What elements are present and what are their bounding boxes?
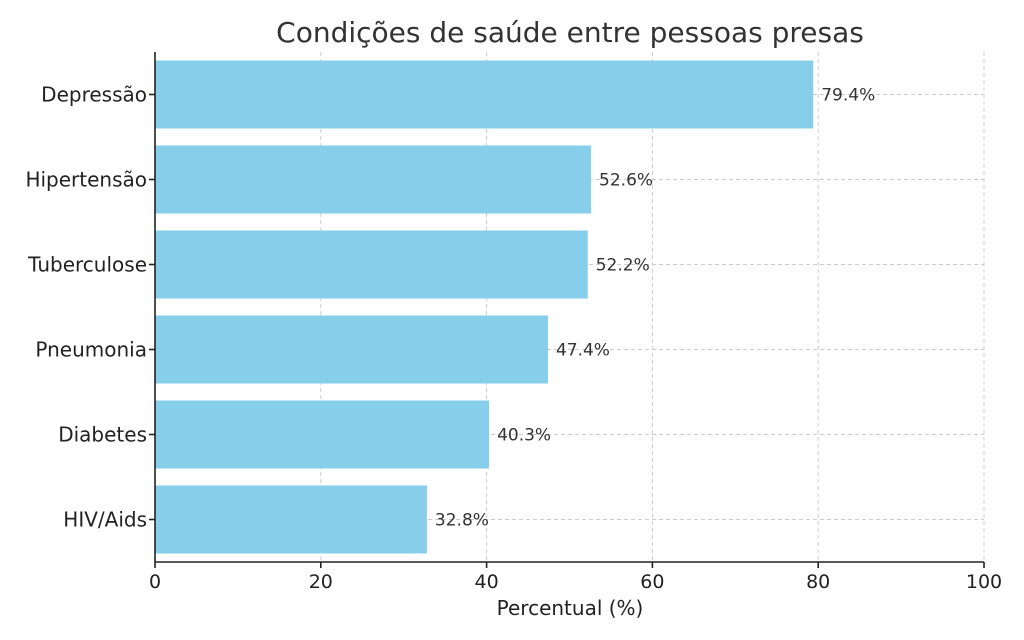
bar xyxy=(155,485,427,554)
x-tick-label: 40 xyxy=(475,571,499,593)
x-tick-label: 20 xyxy=(309,571,333,593)
x-tick-label: 80 xyxy=(806,571,830,593)
bar-value-label: 32.8% xyxy=(435,511,489,531)
category-label: Depressão xyxy=(41,83,147,107)
bar xyxy=(155,230,588,299)
category-label: Diabetes xyxy=(58,423,147,447)
bars: 79.4% 52.6% 52.2% 47.4% 40.3% 32.8% xyxy=(155,60,875,554)
bar xyxy=(155,315,548,384)
x-axis-label: Percentual (%) xyxy=(497,596,644,620)
bar xyxy=(155,400,490,469)
x-tick-label: 0 xyxy=(149,571,161,593)
bar-value-label: 52.6% xyxy=(599,171,653,191)
category-label: Tuberculose xyxy=(27,253,147,277)
bar xyxy=(155,60,814,129)
axes: 0 20 40 60 80 100 Depressão Hipertensão Tubercul… xyxy=(25,52,1002,593)
bar-value-label: 47.4% xyxy=(556,341,610,361)
bar-value-label: 40.3% xyxy=(497,426,551,446)
x-tick-label: 100 xyxy=(966,571,1002,593)
x-tick-label: 60 xyxy=(640,571,664,593)
bar xyxy=(155,145,592,214)
category-label: Hipertensão xyxy=(25,168,147,192)
bar-value-label: 52.2% xyxy=(596,256,650,276)
bar-value-label: 79.4% xyxy=(821,86,875,106)
chart-title: Condições de saúde entre pessoas presas xyxy=(276,16,864,49)
category-label: Pneumonia xyxy=(35,338,147,362)
category-label: HIV/Aids xyxy=(63,508,147,532)
